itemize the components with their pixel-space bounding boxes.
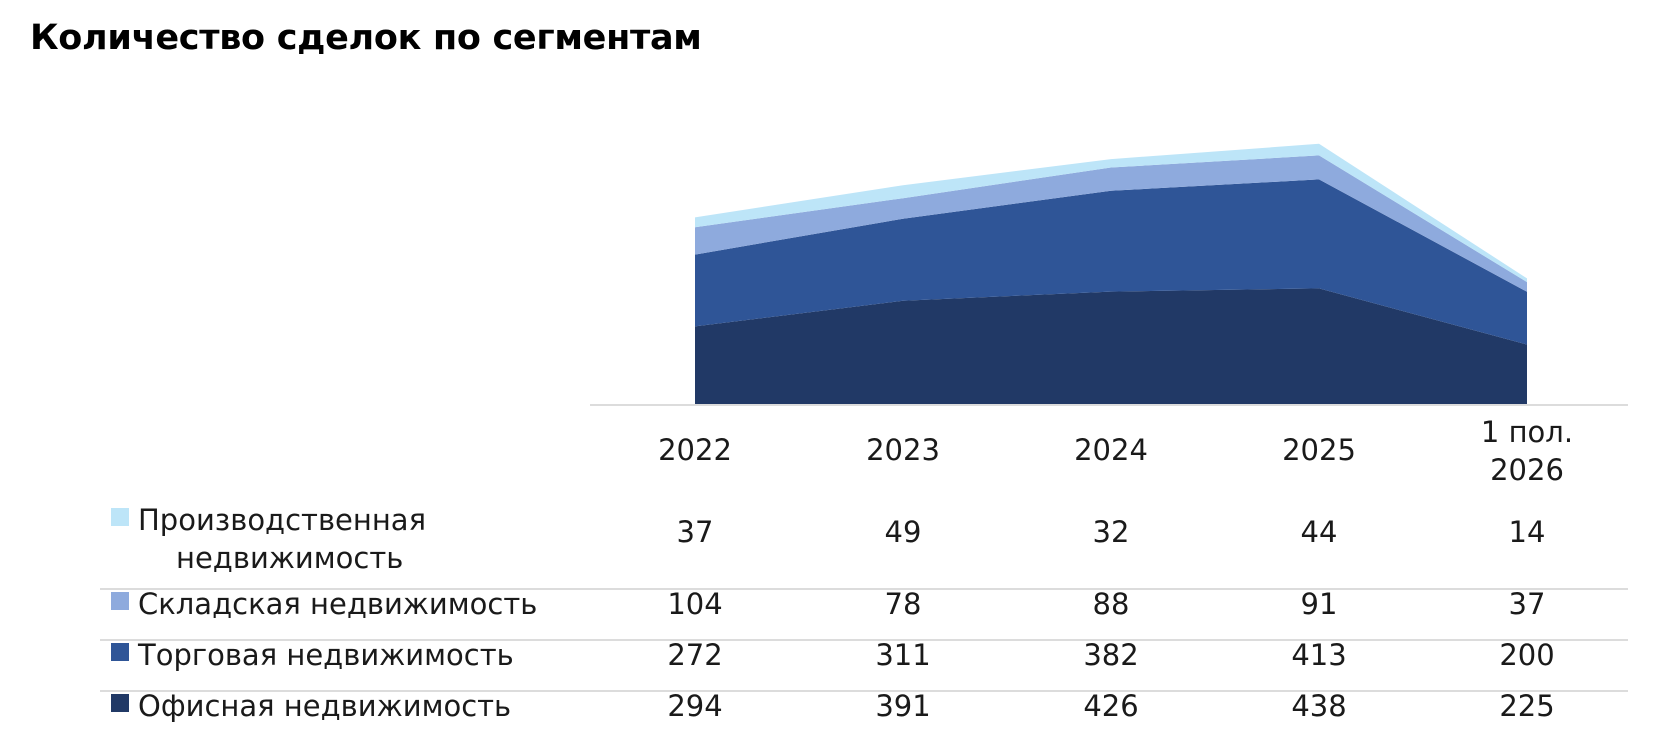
legend-swatch [111, 592, 129, 610]
area-warehouse [695, 155, 1527, 292]
table-value: 225 [1499, 689, 1554, 723]
table-value: 200 [1499, 638, 1554, 672]
category-labels: 2022 2023 2024 2025 1 пол. 2026 [658, 415, 1573, 487]
table-value: 294 [667, 689, 722, 723]
category-label: 2023 [866, 433, 940, 467]
table-value: 426 [1083, 689, 1138, 723]
table-value: 91 [1301, 587, 1338, 621]
table-value: 272 [667, 638, 722, 672]
category-label: 2024 [1074, 433, 1148, 467]
legend-label: Офисная недвижимость [138, 689, 511, 723]
chart-title: Количество сделок по сегментам [30, 18, 702, 58]
table-value: 104 [667, 587, 722, 621]
table-value: 88 [1093, 587, 1130, 621]
legend-swatch [111, 694, 129, 712]
legend-label: Торговая недвижимость [137, 638, 514, 672]
table-value: 391 [875, 689, 930, 723]
table-value: 49 [885, 515, 922, 549]
data-table: Производственная недвижимость 37 49 32 44 14 Ск… [100, 503, 1628, 723]
legend-label: Складская недвижимость [138, 587, 537, 621]
area-office [695, 288, 1527, 404]
table-value: 37 [677, 515, 714, 549]
legend-label: Производственная недвижимость [138, 503, 426, 575]
legend-swatch [111, 508, 129, 526]
table-value: 44 [1301, 515, 1338, 549]
table-value: 413 [1291, 638, 1346, 672]
table-value: 382 [1083, 638, 1138, 672]
table-row: Торговая недвижимость 272 311 382 413 200 [111, 638, 1555, 672]
table-value: 37 [1509, 587, 1546, 621]
table-value: 32 [1093, 515, 1130, 549]
table-row: Складская недвижимость 104 78 88 91 37 [111, 587, 1545, 621]
table-value: 311 [875, 638, 930, 672]
table-value: 78 [885, 587, 922, 621]
category-label: 2022 [658, 433, 732, 467]
area-retail [695, 179, 1527, 345]
table-row: Производственная недвижимость 37 49 32 44 14 [111, 503, 1545, 575]
legend-swatch [111, 643, 129, 661]
area-layer [695, 143, 1527, 404]
category-label: 1 пол. 2026 [1481, 415, 1573, 487]
table-value: 438 [1291, 689, 1346, 723]
table-row: Офисная недвижимость 294 391 426 438 225 [111, 689, 1555, 723]
category-label: 2025 [1282, 433, 1356, 467]
table-value: 14 [1509, 515, 1546, 549]
